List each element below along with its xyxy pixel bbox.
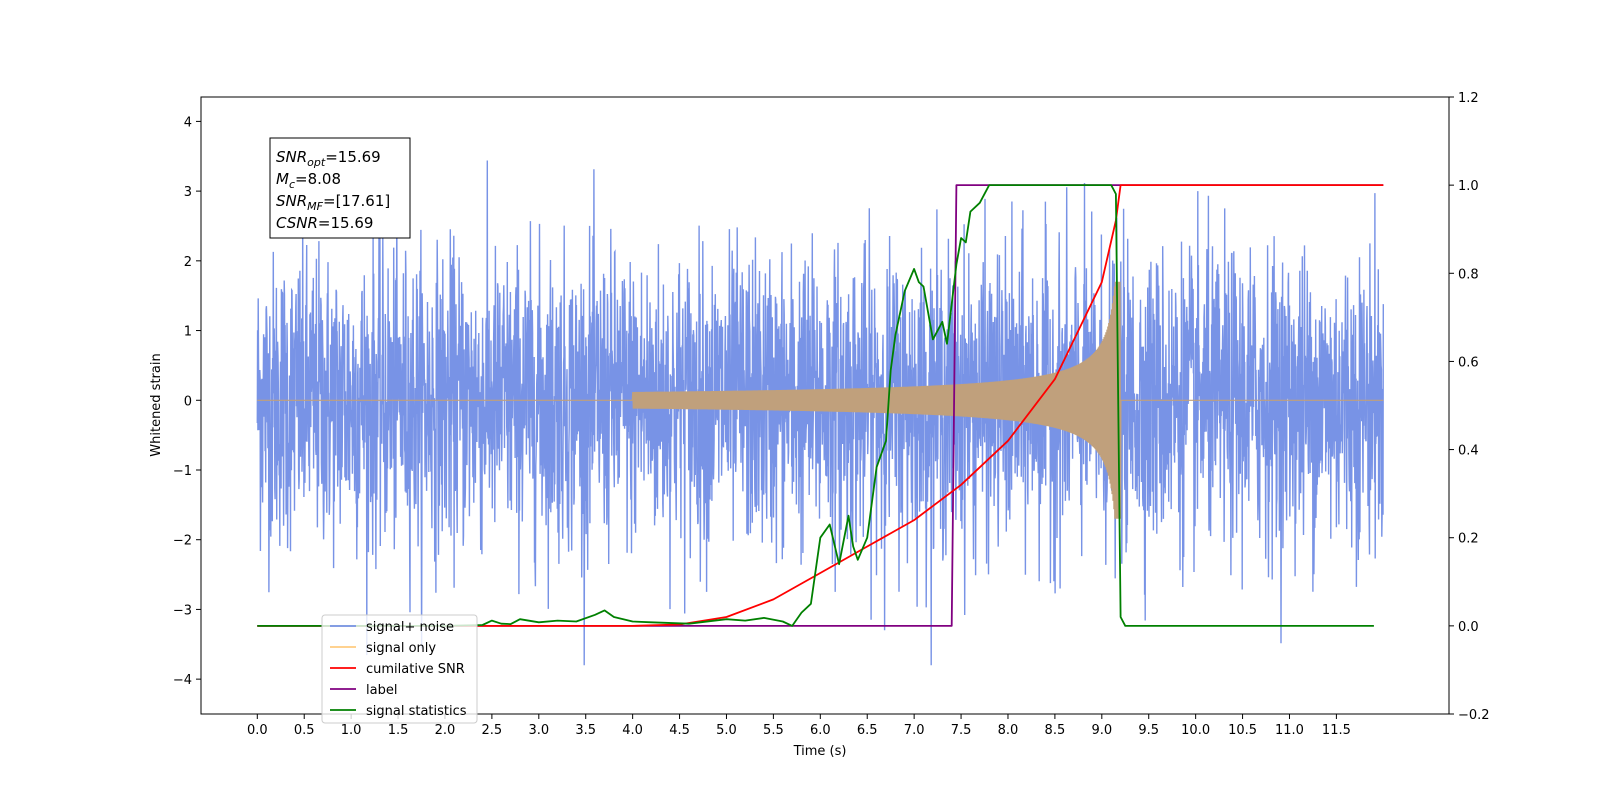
- y-right-tick-label: 0.2: [1458, 532, 1479, 547]
- series-signal-noise: [256, 160, 1384, 666]
- x-tick-label: 10.5: [1228, 723, 1257, 738]
- x-tick-label: 7.0: [904, 723, 925, 738]
- x-tick-label: 9.0: [1091, 723, 1112, 738]
- y-right-tick-label: 1.2: [1458, 91, 1479, 106]
- annotation-frame: [269, 137, 411, 239]
- y-axis-label: Whitened strain: [149, 353, 164, 456]
- legend-frame: [321, 614, 478, 724]
- x-tick-label: 6.5: [857, 723, 878, 738]
- x-tick-label: 10.0: [1181, 723, 1210, 738]
- x-tick-label: 0.5: [294, 723, 315, 738]
- series-signal-only: [257, 281, 1384, 519]
- x-tick-label: 11.0: [1275, 723, 1304, 738]
- x-axis: 0.0 0.5 1.0 1.5 2.0 2.5 3.0 3.5 4.0 4.5 5.0 5.5 6.0 6…: [247, 714, 1351, 738]
- y-left-tick-label: −2: [173, 534, 192, 549]
- x-tick-label: 11.5: [1322, 723, 1351, 738]
- annotation-line: Mc=8.08: [276, 170, 341, 191]
- x-tick-label: 8.0: [998, 723, 1019, 738]
- legend-label: signal+ noise: [366, 620, 454, 635]
- x-tick-label: 2.5: [482, 723, 503, 738]
- x-tick-label: 0.0: [247, 723, 268, 738]
- x-tick-label: 7.5: [951, 723, 972, 738]
- y-right-tick-label: 0.0: [1458, 620, 1479, 635]
- annotation-box: SNRopt=15.69Mc=8.08SNRMF=[17.61]CSNR=15.…: [269, 137, 411, 239]
- x-tick-label: 8.5: [1045, 723, 1066, 738]
- series-signal-statistics-line: [257, 184, 1374, 627]
- x-tick-label: 6.0: [810, 723, 831, 738]
- x-tick-label: 1.0: [341, 723, 362, 738]
- x-tick-label: 3.0: [528, 723, 549, 738]
- x-tick-label: 5.5: [763, 723, 784, 738]
- y-left-tick-label: 1: [184, 325, 192, 340]
- y-left-tick-label: 4: [184, 115, 192, 130]
- y-right-tick-label: 0.8: [1458, 267, 1479, 282]
- x-tick-label: 3.5: [575, 723, 596, 738]
- x-tick-label: 4.5: [669, 723, 690, 738]
- y-left-tick-label: 0: [184, 394, 192, 409]
- legend-label: signal statistics: [366, 704, 467, 719]
- y-left-tick-label: −1: [173, 464, 192, 479]
- y-right-tick-label: 1.0: [1458, 179, 1479, 194]
- y-axis-right: 1.2 1.0 0.8 0.6 0.4 0.2 0.0 −0.2: [1449, 91, 1490, 723]
- legend-label: cumilative SNR: [366, 662, 465, 677]
- y-right-tick-label: 0.4: [1458, 444, 1479, 459]
- y-left-tick-label: 3: [184, 185, 192, 200]
- annotation-line: SNRopt=15.69: [276, 148, 381, 169]
- y-axis-left: 4 3 2 1 0 −1 −2 −3 −4: [173, 115, 201, 688]
- y-left-tick-label: 2: [184, 255, 192, 270]
- y-left-tick-label: −4: [173, 673, 192, 688]
- legend: signal+ noise signal only cumilative SNR la…: [321, 614, 478, 724]
- x-axis-label: Time (s): [793, 744, 847, 759]
- signal-only-line: [257, 281, 1384, 519]
- x-tick-label: 2.0: [435, 723, 456, 738]
- annotation-line: CSNR=15.69: [276, 214, 373, 232]
- annotation-line: SNRMF=[17.61]: [276, 192, 390, 213]
- plot-frame: [200, 96, 1450, 715]
- y-left-tick-label: −3: [173, 603, 192, 618]
- x-tick-label: 5.0: [716, 723, 737, 738]
- legend-label: signal only: [366, 641, 436, 656]
- x-tick-label: 4.0: [622, 723, 643, 738]
- x-tick-label: 9.5: [1138, 723, 1159, 738]
- x-tick-label: 1.5: [388, 723, 409, 738]
- y-right-tick-label: 0.6: [1458, 355, 1479, 370]
- series-cumilative-snr-line: [257, 184, 1384, 627]
- signal-noise-line: [256, 160, 1384, 666]
- y-right-tick-label: −0.2: [1458, 708, 1490, 723]
- legend-label: label: [366, 683, 397, 698]
